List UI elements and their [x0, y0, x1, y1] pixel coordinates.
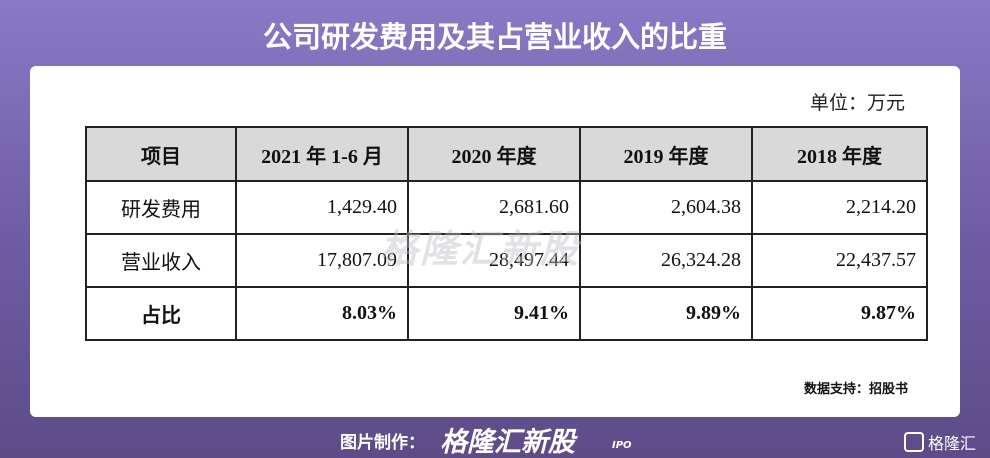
header-row: 项目 2021 年 1-6 月 2020 年度 2019 年度 2018 年度	[85, 126, 928, 182]
table-row: 营业收入 17,807.09 28,497.44 26,324.28 22,437.57	[85, 233, 928, 288]
cell: 1,429.40	[235, 180, 409, 235]
card: 单位：万元 项目 2021 年 1-6 月 2020 年度 2019 年度 2018 年…	[30, 66, 960, 417]
logo: 格隆汇	[903, 430, 976, 454]
cell: 2,604.38	[579, 180, 753, 235]
column-header: 2020 年度	[407, 126, 581, 182]
table-row: 研发费用 1,429.40 2,681.60 2,604.38 2,214.20	[85, 180, 928, 235]
cell: 9.89%	[579, 286, 753, 341]
cell: 9.87%	[751, 286, 928, 341]
cell: 26,324.28	[579, 233, 753, 288]
cell: 17,807.09	[235, 233, 409, 288]
table-row: 占比 8.03% 9.41% 9.89% 9.87%	[85, 286, 928, 341]
column-header: 2019 年度	[579, 126, 753, 182]
cell: 8.03%	[235, 286, 409, 341]
footer-label: 图片制作：	[340, 433, 425, 453]
unit: 单位：万元	[809, 93, 905, 114]
logo-icon	[903, 432, 924, 452]
column-header: 2018 年度	[751, 126, 928, 182]
row-label: 占比	[85, 286, 237, 341]
footer-brand-tag: IPO	[612, 440, 632, 451]
cell: 28,497.44	[407, 233, 581, 288]
row-label: 营业收入	[85, 233, 237, 288]
cell: 2,681.60	[407, 180, 581, 235]
cell: 22,437.57	[751, 233, 928, 288]
logo-text: 格隆汇	[927, 434, 976, 453]
footer-brand: 格隆汇新股	[440, 427, 575, 458]
column-header: 项目	[85, 126, 237, 182]
watermark: 格隆汇新股	[380, 227, 581, 271]
column-header: 2021 年 1-6 月	[235, 126, 409, 182]
cell: 9.41%	[407, 286, 581, 341]
row-label: 研发费用	[85, 180, 237, 235]
table-body: 研发费用 1,429.40 2,681.60 2,604.38 2,214.20 营业收入…	[85, 180, 928, 341]
data-table: 项目 2021 年 1-6 月 2020 年度 2019 年度 2018 年度 研发费用…	[85, 126, 928, 341]
cell: 2,214.20	[751, 180, 928, 235]
source-note: 数据支持：招股书	[803, 382, 908, 397]
title: 公司研发费用及其占营业收入的比重	[262, 20, 727, 54]
